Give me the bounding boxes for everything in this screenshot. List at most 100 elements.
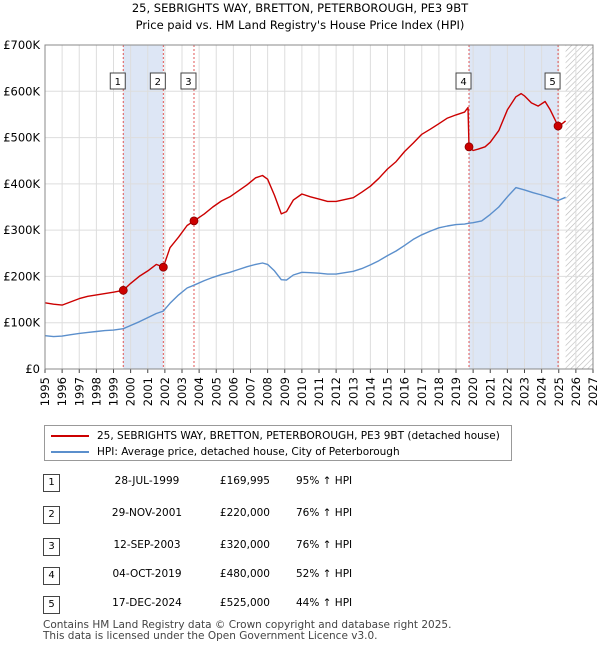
sale-number-badge: 2 (43, 506, 60, 524)
legend-label-hpi: HPI: Average price, detached house, City… (97, 446, 400, 458)
sale-hpi-change: 95% ↑ HPI (296, 475, 353, 487)
sale-date: 28-JUL-1999 (114, 475, 180, 487)
x-tick-label: 2007 (244, 377, 258, 406)
sale-row: 5 17-DEC-2024 £525,000 44% ↑ HPI (40, 596, 460, 614)
sale-price: £525,000 (219, 597, 270, 609)
sale-row: 2 29-NOV-2001 £220,000 76% ↑ HPI (40, 506, 460, 524)
x-tick-label: 2020 (466, 377, 480, 406)
x-tick-label: 2000 (124, 377, 138, 406)
y-tick-label: £400K (3, 177, 40, 191)
chart-title-line1: 25, SEBRIGHTS WAY, BRETTON, PETERBOROUGH… (132, 1, 469, 15)
x-tick-label: 2025 (552, 377, 566, 406)
plot-frame (44, 44, 594, 370)
y-tick-label: £100K (3, 316, 40, 330)
x-tick-label: 2019 (449, 377, 463, 406)
y-tick-label: £200K (3, 269, 40, 283)
x-tick-label: 2009 (278, 377, 292, 406)
sale-label-box (149, 72, 166, 90)
y-tick-label: £0 (25, 362, 40, 376)
sale-label-number: 5 (549, 77, 555, 88)
x-tick-label: 1998 (89, 377, 103, 406)
x-tick-label: 2017 (415, 377, 429, 406)
sale-row: 1 28-JUL-1999 £169,995 95% ↑ HPI (40, 474, 460, 492)
x-tick-label: 2001 (141, 377, 155, 406)
sale-hpi-change: 44% ↑ HPI (296, 597, 353, 609)
x-tick-label: 2022 (500, 377, 514, 406)
price-paid-line (45, 92, 567, 306)
sale-label-number: 2 (155, 77, 161, 88)
sale-point (158, 262, 168, 272)
x-tick-label: 2024 (535, 377, 549, 406)
sale-hpi-change: 52% ↑ HPI (296, 568, 353, 580)
chart-legend: 25, SEBRIGHTS WAY, BRETTON, PETERBOROUGH… (44, 425, 512, 461)
sale-label-box (109, 72, 126, 90)
sale-date: 17-DEC-2024 (112, 597, 182, 609)
sale-label-number: 4 (460, 77, 466, 88)
x-tick-label: 2021 (483, 377, 497, 406)
x-tick-label: 2026 (569, 377, 583, 406)
sale-period-shade (123, 45, 164, 369)
x-tick-label: 2011 (312, 377, 326, 406)
sale-number-badge: 3 (43, 538, 60, 556)
sale-label-box (180, 72, 197, 90)
x-tick-label: 1995 (38, 377, 52, 406)
sale-number-badge: 5 (43, 596, 60, 614)
legend-swatch-price (51, 435, 89, 437)
x-tick-label: 2015 (381, 377, 395, 406)
x-tick-label: 2023 (518, 377, 532, 406)
x-tick-label: 2002 (158, 377, 172, 406)
chart-title-line2: Price paid vs. HM Land Registry's House … (136, 18, 465, 32)
legend-item-hpi: HPI: Average price, detached house, City… (51, 444, 400, 460)
x-tick-label: 1996 (55, 377, 69, 406)
sale-hpi-change: 76% ↑ HPI (296, 507, 353, 519)
sale-date: 29-NOV-2001 (111, 507, 183, 519)
sale-row: 4 04-OCT-2019 £480,000 52% ↑ HPI (40, 567, 460, 585)
sale-price: £169,995 (219, 475, 270, 487)
y-tick-label: £300K (3, 223, 40, 237)
y-tick-label: £600K (3, 84, 40, 98)
hpi-line (45, 186, 566, 338)
legend-item-price: 25, SEBRIGHTS WAY, BRETTON, PETERBOROUGH… (51, 428, 500, 444)
x-tick-label: 2016 (398, 377, 412, 406)
sale-number-badge: 1 (43, 474, 60, 492)
x-tick-label: 2003 (175, 377, 189, 406)
sale-number-badge: 4 (43, 567, 60, 585)
sale-row: 3 12-SEP-2003 £320,000 76% ↑ HPI (40, 538, 460, 556)
sale-price: £320,000 (219, 539, 270, 551)
sale-date: 04-OCT-2019 (112, 568, 182, 580)
x-tick-label: 1997 (72, 377, 86, 406)
sale-period-shade (469, 45, 559, 369)
x-tick-label: 1999 (107, 377, 121, 406)
x-tick-label: 2008 (261, 377, 275, 406)
legend-swatch-hpi (51, 451, 89, 453)
x-tick-label: 2010 (295, 377, 309, 406)
sale-point (118, 285, 128, 295)
sale-date: 12-SEP-2003 (113, 539, 181, 551)
forecast-hatch (565, 45, 593, 369)
x-tick-label: 2027 (586, 377, 600, 406)
sale-point (553, 121, 563, 131)
x-tick-label: 2014 (363, 377, 377, 406)
x-tick-label: 2005 (209, 377, 223, 406)
x-tick-label: 2013 (346, 377, 360, 406)
sale-price: £220,000 (219, 507, 270, 519)
sale-label-box (544, 72, 561, 90)
x-tick-label: 2006 (226, 377, 240, 406)
footer-copyright: Contains HM Land Registry data © Crown c… (43, 619, 452, 631)
sale-label-number: 3 (185, 77, 191, 88)
x-tick-label: 2012 (329, 377, 343, 406)
x-tick-label: 2004 (192, 377, 206, 406)
sale-point (464, 142, 474, 152)
y-tick-label: £500K (3, 131, 40, 145)
y-tick-label: £700K (3, 38, 40, 52)
x-tick-label: 2018 (432, 377, 446, 406)
sale-point (189, 216, 199, 226)
legend-label-price: 25, SEBRIGHTS WAY, BRETTON, PETERBOROUGH… (97, 430, 500, 442)
sale-label-number: 1 (115, 77, 121, 88)
sale-hpi-change: 76% ↑ HPI (296, 539, 353, 551)
sale-price: £480,000 (219, 568, 270, 580)
sale-label-box (455, 72, 472, 90)
footer-licence: This data is licensed under the Open Gov… (43, 630, 378, 642)
footer: Contains HM Land Registry data © Crown c… (43, 620, 451, 642)
